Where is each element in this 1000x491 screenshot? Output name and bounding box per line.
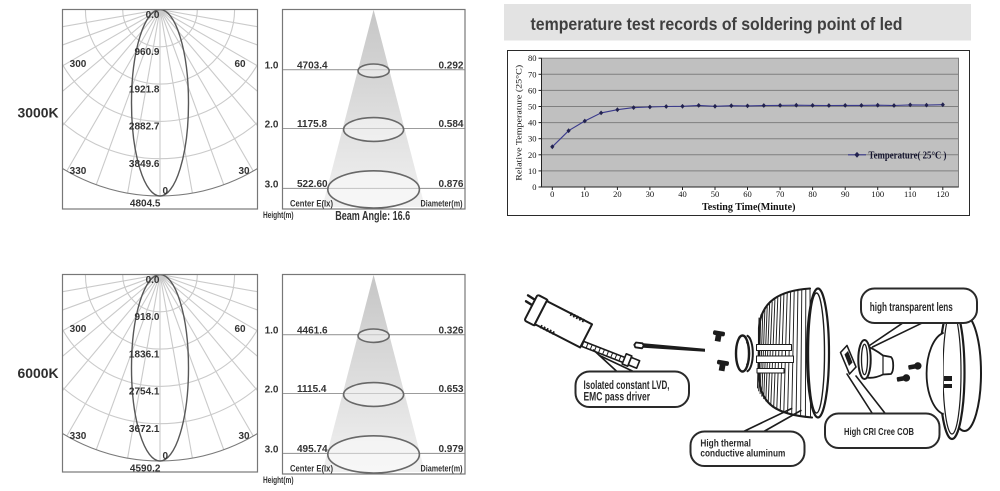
- svg-text:60: 60: [234, 59, 246, 70]
- svg-text:30: 30: [238, 166, 250, 177]
- svg-text:50: 50: [528, 102, 537, 112]
- svg-text:60: 60: [234, 324, 246, 335]
- svg-text:0: 0: [532, 182, 536, 192]
- svg-text:300: 300: [70, 324, 87, 335]
- svg-text:Isolated constant LVD,: Isolated constant LVD,: [584, 378, 670, 392]
- svg-text:Relative Temperature (25°C): Relative Temperature (25°C): [514, 65, 524, 181]
- svg-text:30: 30: [238, 431, 250, 442]
- svg-text:60: 60: [528, 85, 537, 95]
- svg-text:temperature test records of so: temperature test records of soldering po…: [531, 14, 903, 34]
- svg-text:0.979: 0.979: [438, 444, 463, 455]
- svg-text:40: 40: [528, 118, 537, 128]
- svg-text:conductive aluminum: conductive aluminum: [700, 449, 785, 460]
- svg-text:EMC pass driver: EMC pass driver: [584, 390, 651, 404]
- svg-text:0.326: 0.326: [438, 325, 463, 336]
- svg-text:3849.6: 3849.6: [129, 159, 160, 170]
- svg-text:Beam Angle: 16.6: Beam Angle: 16.6: [335, 208, 410, 223]
- svg-text:90: 90: [841, 189, 850, 199]
- svg-text:2.0: 2.0: [265, 120, 279, 131]
- svg-text:1175.8: 1175.8: [297, 119, 327, 130]
- svg-text:0.584: 0.584: [438, 119, 463, 130]
- svg-text:20: 20: [613, 189, 622, 199]
- svg-text:0.653: 0.653: [438, 384, 463, 395]
- svg-text:10: 10: [581, 189, 590, 199]
- svg-text:80: 80: [808, 189, 817, 199]
- svg-text:4461.6: 4461.6: [297, 325, 328, 336]
- svg-text:522.60: 522.60: [297, 179, 328, 190]
- svg-text:30: 30: [528, 134, 537, 144]
- svg-text:1.0: 1.0: [265, 61, 279, 72]
- svg-text:2882.7: 2882.7: [129, 122, 160, 133]
- svg-text:0: 0: [163, 451, 169, 462]
- svg-text:10: 10: [528, 166, 537, 176]
- svg-text:6000K: 6000K: [18, 365, 59, 381]
- svg-text:1836.1: 1836.1: [129, 349, 160, 360]
- svg-text:High CRI Cree COB: High CRI Cree COB: [844, 426, 914, 438]
- svg-text:Diameter(m): Diameter(m): [421, 198, 463, 209]
- svg-text:1115.4: 1115.4: [297, 384, 327, 395]
- svg-text:Center E(lx): Center E(lx): [290, 198, 333, 209]
- svg-text:20: 20: [528, 150, 537, 160]
- svg-text:4804.5: 4804.5: [130, 198, 161, 209]
- svg-text:3.0: 3.0: [265, 444, 279, 455]
- svg-text:30: 30: [646, 189, 655, 199]
- svg-text:0: 0: [550, 189, 554, 199]
- svg-text:0.0: 0.0: [146, 275, 160, 286]
- svg-text:330: 330: [70, 431, 87, 442]
- svg-text:70: 70: [776, 189, 785, 199]
- svg-text:110: 110: [904, 189, 916, 199]
- svg-text:60: 60: [743, 189, 752, 199]
- svg-text:3672.1: 3672.1: [129, 424, 160, 435]
- svg-text:330: 330: [70, 166, 87, 177]
- svg-text:4703.4: 4703.4: [297, 60, 328, 71]
- svg-text:3.0: 3.0: [265, 179, 279, 190]
- svg-text:Testing Time(Minute): Testing Time(Minute): [702, 201, 796, 213]
- svg-text:80: 80: [528, 53, 537, 63]
- svg-text:high transparent lens: high transparent lens: [870, 300, 953, 314]
- svg-text:Height(m): Height(m): [263, 210, 294, 221]
- svg-text:Temperature( 25°C ): Temperature( 25°C ): [869, 151, 947, 162]
- svg-text:0.292: 0.292: [438, 60, 463, 71]
- svg-text:Diameter(m): Diameter(m): [421, 463, 463, 474]
- svg-text:3000K: 3000K: [18, 104, 59, 120]
- svg-text:100: 100: [871, 189, 884, 199]
- svg-text:0.0: 0.0: [146, 10, 160, 21]
- svg-text:4590.2: 4590.2: [130, 463, 161, 474]
- svg-text:2754.1: 2754.1: [129, 387, 160, 398]
- svg-text:High thermal: High thermal: [700, 439, 751, 450]
- svg-text:918.0: 918.0: [134, 312, 159, 323]
- svg-text:300: 300: [70, 59, 87, 70]
- svg-text:0: 0: [163, 186, 169, 197]
- svg-text:2.0: 2.0: [265, 385, 279, 396]
- svg-text:120: 120: [936, 189, 949, 199]
- svg-text:1921.8: 1921.8: [129, 84, 160, 95]
- svg-text:50: 50: [711, 189, 720, 199]
- svg-text:Height(m): Height(m): [263, 475, 294, 486]
- svg-text:Center E(lx): Center E(lx): [290, 463, 333, 474]
- svg-text:960.9: 960.9: [134, 47, 159, 58]
- svg-text:495.74: 495.74: [297, 444, 328, 455]
- svg-text:40: 40: [678, 189, 687, 199]
- svg-text:70: 70: [528, 69, 537, 79]
- svg-text:0.876: 0.876: [438, 179, 463, 190]
- svg-text:1.0: 1.0: [265, 326, 279, 337]
